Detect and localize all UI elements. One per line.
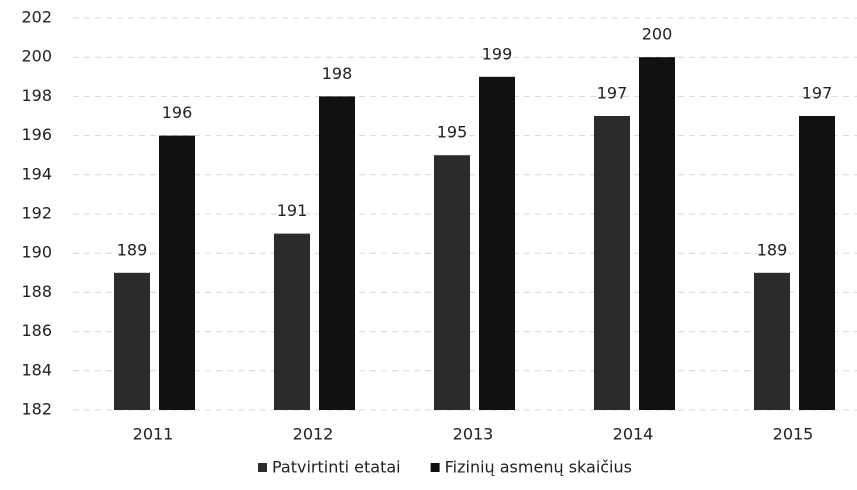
y-tick-label: 194 (21, 164, 52, 183)
y-tick-label: 200 (21, 47, 52, 66)
y-tick-label: 188 (21, 282, 52, 301)
y-tick-label: 184 (21, 360, 52, 379)
data-label: 191 (277, 201, 308, 220)
bar (594, 116, 630, 410)
data-label: 197 (597, 84, 628, 103)
bar (639, 57, 675, 410)
data-label: 200 (642, 25, 673, 44)
data-label: 198 (322, 64, 353, 83)
bar (114, 272, 150, 410)
y-tick-label: 198 (21, 86, 52, 105)
data-label: 199 (482, 44, 513, 63)
y-tick-label: 192 (21, 204, 52, 223)
bar (319, 96, 355, 411)
data-label: 189 (757, 240, 788, 259)
data-label: 195 (437, 123, 468, 142)
x-tick-label: 2015 (773, 425, 814, 444)
data-label: 189 (117, 240, 148, 259)
bar (434, 155, 470, 410)
y-tick-label: 196 (21, 125, 52, 144)
legend-label: Patvirtinti etatai (272, 458, 401, 477)
bar (799, 116, 835, 410)
x-tick-label: 2011 (133, 425, 174, 444)
bar (274, 233, 310, 410)
data-label: 197 (802, 84, 833, 103)
x-tick-label: 2013 (453, 425, 494, 444)
x-tick-label: 2012 (293, 425, 334, 444)
legend-label: Fizinių asmenų skaičius (445, 458, 632, 477)
y-tick-label: 190 (21, 243, 52, 262)
bar (754, 272, 790, 410)
y-tick-label: 186 (21, 321, 52, 340)
data-label: 196 (162, 103, 193, 122)
y-tick-label: 202 (21, 8, 52, 27)
legend-swatch (430, 463, 440, 472)
x-tick-label: 2014 (613, 425, 654, 444)
legend-swatch (258, 463, 267, 472)
y-tick-label: 182 (21, 400, 52, 419)
bar (159, 135, 195, 410)
bar (479, 76, 515, 411)
